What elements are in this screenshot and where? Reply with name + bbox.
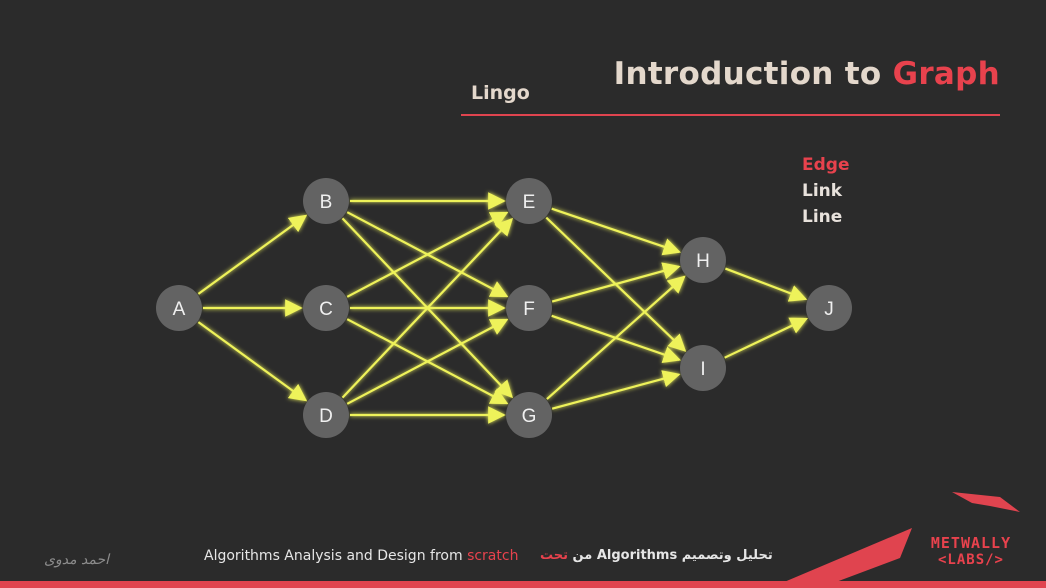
node-label-h: H xyxy=(696,251,710,272)
edge-f-h xyxy=(551,262,681,303)
page-subtitle: Lingo xyxy=(471,82,530,104)
edge-g-i xyxy=(551,370,681,410)
footer-english-accent: scratch xyxy=(467,548,519,564)
edge-a-b xyxy=(197,214,308,295)
bottom-bar xyxy=(0,581,1046,588)
node-label-c: C xyxy=(319,299,333,320)
edge-h-j xyxy=(725,267,808,302)
page-title-main: Introduction to xyxy=(613,56,882,92)
footer-arabic-main: تحليل وتصميم Algorithms من xyxy=(572,548,773,563)
page-title: Introduction to Graph xyxy=(614,56,1000,92)
node-d xyxy=(303,392,349,438)
author-signature: احمد مدوى xyxy=(44,552,110,568)
edge-e-h xyxy=(551,207,681,256)
corner-flag-shape xyxy=(952,492,1020,512)
footer-arabic-accent: تحت xyxy=(540,548,569,563)
node-label-a: A xyxy=(173,299,186,320)
brand-logo: METWALLY <LABS/> xyxy=(912,534,1030,569)
term-item: Link xyxy=(802,181,843,201)
edge-d-e xyxy=(341,217,514,399)
edge-group xyxy=(197,192,809,424)
node-label-j: J xyxy=(824,299,834,320)
node-a xyxy=(156,285,202,331)
node-label-g: G xyxy=(522,406,537,427)
node-e xyxy=(506,178,552,224)
node-g xyxy=(506,392,552,438)
term-item: Line xyxy=(802,207,843,227)
node-label-e: E xyxy=(523,192,536,213)
node-j xyxy=(806,285,852,331)
node-group: A B C D E F G H I J xyxy=(156,178,852,438)
footer-arabic: تحليل وتصميم Algorithms من تحت xyxy=(540,548,773,563)
node-label-f: F xyxy=(523,299,535,320)
logo-line2: <LABS/> xyxy=(937,552,1004,568)
node-f xyxy=(506,285,552,331)
page-title-accent: Graph xyxy=(892,56,1000,92)
title-underline xyxy=(461,114,1000,116)
node-label-b: B xyxy=(320,192,333,213)
term-item: Edge xyxy=(802,155,850,175)
node-label-d: D xyxy=(319,406,333,427)
term-list: Edge Link Line xyxy=(802,152,849,230)
logo-line1: METWALLY xyxy=(930,534,1012,552)
node-b xyxy=(303,178,349,224)
node-h xyxy=(680,237,726,283)
node-label-i: I xyxy=(700,359,705,380)
edge-c-e xyxy=(346,211,509,298)
footer-english: Algorithms Analysis and Design from scra… xyxy=(204,548,518,564)
node-c xyxy=(303,285,349,331)
edge-g-h xyxy=(546,275,686,400)
edge-a-d xyxy=(197,321,308,402)
edge-i-j xyxy=(724,317,809,359)
footer-english-main: Algorithms Analysis and Design from xyxy=(204,548,463,564)
edge-d-f xyxy=(346,318,509,405)
node-i xyxy=(680,345,726,391)
corner-stripe-shape xyxy=(770,528,912,588)
